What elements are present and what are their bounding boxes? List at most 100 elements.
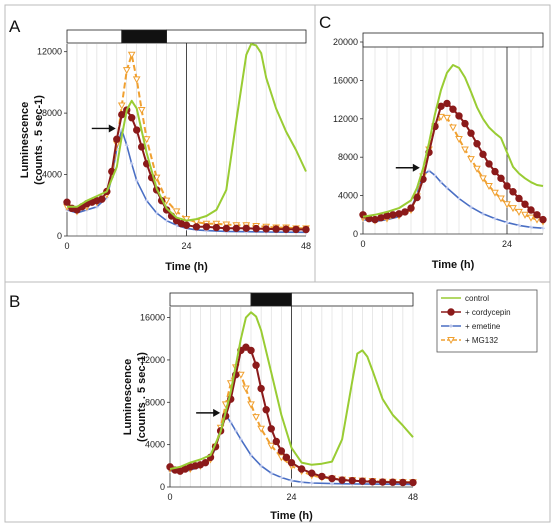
y-tick-label: 4000 (145, 440, 165, 450)
y-tick-label: 20000 (333, 37, 358, 47)
y-tick-label: 16000 (140, 313, 165, 323)
series-point-cordycepin (533, 211, 541, 219)
series-point-mg132 (142, 136, 151, 144)
series-point-cordycepin (328, 474, 336, 483)
series-point-mg132 (437, 113, 445, 121)
series-point-cordycepin (63, 198, 71, 206)
panel-c: C 0 4000 8000 12000 16000 20000 0 24 Time (h) (319, 13, 547, 271)
series-point-cordycepin (128, 114, 136, 122)
series-point-cordycepin (302, 225, 310, 234)
series-point-mg132 (247, 401, 255, 409)
x-tick-label: 24 (502, 239, 512, 249)
series-point-cordycepin (467, 129, 475, 137)
series-point-emetine (481, 211, 485, 216)
series-point-cordycepin (267, 425, 275, 433)
series-point-cordycepin (182, 221, 191, 229)
series-point-cordycepin (297, 465, 306, 473)
series-point-cordycepin (242, 224, 250, 233)
series-point-cordycepin (539, 215, 547, 224)
y-axis-label: Luminescence (122, 359, 134, 435)
series-point-cordycepin (212, 223, 221, 232)
x-axis-label: Time (h) (270, 510, 313, 522)
series-point-cordycepin (282, 225, 290, 233)
series-point-mg132 (479, 175, 487, 183)
light-period-bar (166, 29, 307, 44)
light-period-bar (291, 292, 414, 307)
series-point-cordycepin (98, 195, 106, 203)
series-point-cordycepin (383, 212, 391, 220)
series-point-cordycepin (491, 167, 499, 176)
y-axis-label-unit: (counts . 5 sec-1) (33, 95, 45, 185)
series-point-cordycepin (443, 99, 451, 108)
x-tick-label: 48 (408, 492, 418, 502)
x-axis-label: Time (h) (432, 259, 475, 271)
x-tick-label: 0 (64, 241, 69, 251)
legend-marker-cordycepin (447, 308, 455, 316)
series-point-emetine (309, 480, 314, 485)
y-tick-label: 4000 (338, 191, 358, 201)
series-point-cordycepin (292, 225, 300, 234)
series-point-cordycepin (272, 225, 280, 233)
series-point-cordycepin (509, 188, 517, 196)
arrow-head-icon (108, 124, 116, 133)
series-point-cordycepin (461, 119, 469, 128)
series-point-emetine (124, 143, 129, 148)
series-point-cordycepin (527, 206, 535, 214)
series-point-mg132 (242, 385, 250, 393)
series-point-mg132 (443, 114, 451, 122)
series-point-emetine (259, 463, 264, 468)
series-point-emetine (233, 428, 238, 433)
series-point-mg132 (521, 211, 529, 219)
series-point-cordycepin (192, 223, 201, 231)
series-point-emetine (228, 420, 233, 425)
series-point-emetine (238, 437, 243, 442)
series-line-cordycepin (362, 102, 544, 221)
series-point-cordycepin (401, 208, 409, 216)
series-point-cordycepin (437, 102, 445, 111)
light-period-bar (362, 32, 544, 48)
series-point-cordycepin (222, 224, 231, 233)
series-point-cordycepin (455, 112, 463, 120)
series-point-emetine (427, 168, 431, 173)
dark-period-bar (121, 29, 167, 44)
series-line-control (67, 43, 307, 222)
y-tick-label: 12000 (333, 114, 358, 124)
series-point-mg132 (461, 146, 469, 154)
series-point-cordycepin (272, 437, 281, 446)
series-point-cordycepin (378, 478, 387, 486)
series-point-emetine (144, 198, 149, 203)
series-point-emetine (289, 478, 294, 483)
series-point-mg132 (497, 195, 505, 203)
series-point-cordycepin (497, 174, 505, 183)
series-point-mg132 (485, 183, 493, 191)
series-point-cordycepin (449, 105, 457, 113)
series-point-emetine (433, 173, 437, 178)
y-tick-label: 0 (57, 231, 62, 241)
series-point-cordycepin (247, 346, 255, 355)
series-point-emetine (269, 471, 274, 476)
series-point-cordycepin (318, 472, 326, 481)
panel-label: A (9, 17, 21, 36)
legend-marker-mg132 (447, 337, 455, 345)
panel-b-frame (4, 281, 551, 523)
series-point-emetine (249, 453, 253, 458)
panel-label: C (319, 13, 331, 32)
series-point-mg132 (449, 124, 457, 132)
series-point-mg132 (137, 107, 146, 115)
series-point-emetine (134, 178, 139, 183)
x-tick-label: 0 (360, 239, 365, 249)
series-point-cordycepin (358, 477, 367, 485)
series-point-cordycepin (232, 224, 240, 233)
arrow-head-icon (213, 408, 221, 417)
series-point-mg132 (257, 425, 265, 433)
series-point-mg132 (117, 102, 126, 110)
series-point-mg132 (515, 208, 523, 216)
series-point-emetine (541, 226, 545, 231)
series-point-cordycepin (409, 478, 417, 487)
series-point-emetine (517, 223, 521, 228)
series-point-cordycepin (201, 458, 210, 467)
series-point-emetine (457, 196, 461, 201)
series-point-cordycepin (521, 200, 529, 208)
series-point-cordycepin (515, 194, 523, 203)
